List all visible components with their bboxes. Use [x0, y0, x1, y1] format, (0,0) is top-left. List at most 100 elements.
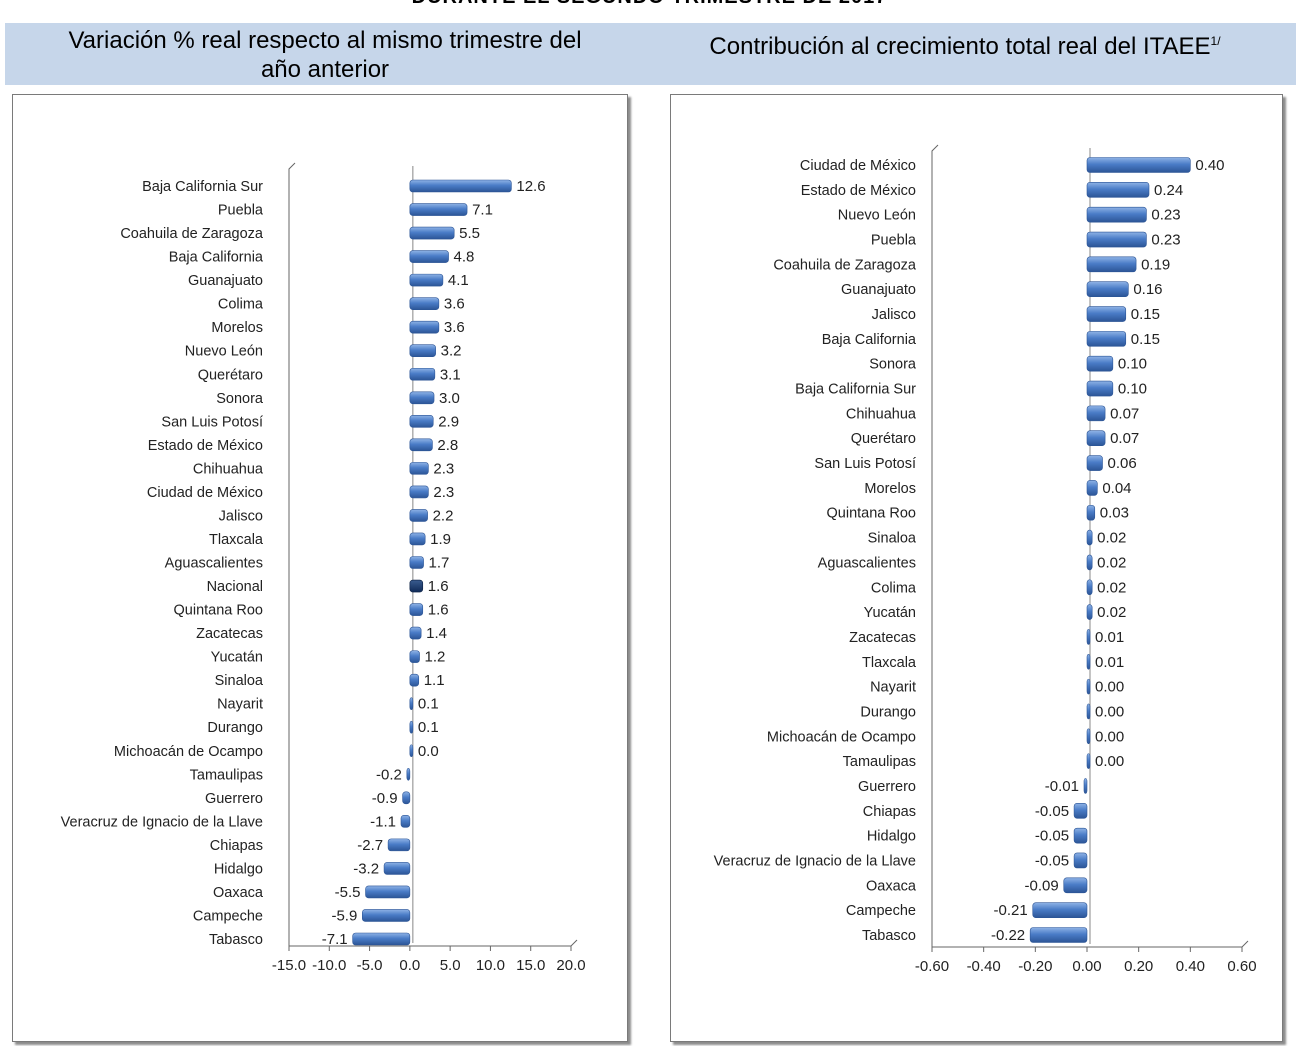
right-chart-value-label: 0.00 [1095, 728, 1124, 745]
right-chart-category-label: Coahuila de Zaragoza [773, 257, 917, 273]
right-chart-category-label: Durango [860, 704, 916, 720]
right-chart-category-label: Nayarit [870, 680, 916, 696]
header-band: Variación % real respecto al mismo trime… [5, 23, 1296, 85]
left-chart-bar [409, 297, 440, 310]
left-chart-bar [409, 485, 429, 499]
right-chart-value-label: -0.05 [1035, 803, 1069, 820]
left-chart-bar [409, 344, 436, 358]
left-chart-value-label: -3.2 [353, 860, 379, 877]
right-chart-value-label: 0.02 [1097, 554, 1126, 571]
right-chart-value-label: 0.23 [1151, 232, 1180, 249]
right-chart-category-label: Jalisco [872, 307, 916, 323]
right-chart-x-tick-label: -0.60 [915, 958, 949, 975]
right-chart-category-label: Hidalgo [867, 829, 916, 845]
left-chart-value-label: 2.3 [433, 460, 454, 477]
right-chart-bar [1086, 331, 1127, 347]
left-chart-bar [409, 179, 512, 193]
right-chart-category-label: Chiapas [863, 804, 916, 820]
left-chart-value-label: -0.9 [372, 790, 398, 807]
right-chart-bar [1073, 803, 1088, 819]
right-chart-value-label: 0.10 [1118, 356, 1147, 373]
left-chart-category-label: Campeche [193, 908, 263, 924]
left-chart-bar [409, 438, 433, 452]
left-chart-category-label: Veracruz de Ignacio de la Llave [61, 814, 263, 830]
right-chart-value-label: -0.05 [1035, 852, 1069, 869]
right-chart-bar [1086, 256, 1137, 273]
left-chart-bar [383, 862, 411, 875]
left-chart-category-label: Sonora [216, 391, 264, 407]
right-chart-category-label: Yucatán [864, 605, 916, 621]
left-chart-category-label: Hidalgo [214, 861, 263, 877]
right-chart-category-label: Morelos [864, 481, 916, 497]
right-chart-x-tick-label: 0.60 [1227, 958, 1256, 975]
right-chart-value-label: -0.09 [1025, 877, 1059, 894]
right-chart-bar [1073, 852, 1088, 869]
right-chart-value-label: 0.19 [1141, 256, 1170, 273]
right-chart-value-label: 0.01 [1095, 629, 1124, 646]
left-chart-category-label: Durango [207, 720, 263, 736]
left-chart-x-tick-label: 20.0 [556, 957, 585, 974]
right-chart-category-label: Campeche [846, 903, 916, 919]
left-chart-value-label: 3.6 [444, 296, 465, 313]
right-chart-x-tick-label: -0.40 [967, 958, 1001, 975]
left-chart-x-tick-label: 15.0 [516, 957, 545, 974]
left-chart-category-label: Aguascalientes [165, 556, 263, 572]
left-chart-value-label: 2.8 [437, 437, 458, 454]
left-chart-value-label: 0.1 [418, 696, 439, 713]
left-chart-bar [409, 626, 422, 640]
left-chart-value-label: 3.1 [440, 366, 461, 383]
left-chart-category-label: Nayarit [217, 697, 263, 713]
right-chart-bar [1086, 753, 1091, 769]
left-chart-category-label: San Luis Potosí [161, 414, 263, 430]
right-chart-value-label: 0.04 [1102, 480, 1131, 497]
right-chart-value-label: 0.01 [1095, 654, 1124, 671]
right-chart-value-label: 0.00 [1095, 703, 1124, 720]
right-chart-category-label: Aguascalientes [818, 555, 916, 571]
left-chart-category-label: Michoacán de Ocampo [114, 744, 263, 760]
right-chart-category-label: Colima [871, 580, 917, 596]
left-chart-x-tick-label: -5.0 [357, 957, 383, 974]
left-chart-bar [409, 250, 449, 263]
left-chart-category-label: Puebla [218, 203, 264, 219]
left-chart-value-label: -7.1 [322, 931, 348, 948]
right-chart-category-label: Oaxaca [866, 878, 917, 894]
right-chart-value-label: 0.24 [1154, 182, 1183, 199]
left-chart-bar [409, 673, 420, 687]
left-chart-title-line2: año anterior [260, 56, 390, 83]
left-chart-x-tick-label: 10.0 [476, 957, 505, 974]
right-chart-bar [1086, 157, 1191, 173]
left-chart-category-label: Nuevo León [185, 344, 263, 360]
right-chart-value-label: 0.15 [1131, 306, 1160, 323]
right-chart-category-label: Querétaro [851, 431, 916, 447]
right-chart-value-label: -0.05 [1035, 828, 1069, 845]
right-chart-bar [1086, 604, 1093, 620]
left-chart-bar [409, 203, 468, 216]
left-chart-category-label: Sinaloa [215, 673, 264, 689]
left-chart-bar [406, 767, 411, 781]
left-chart-bar [409, 697, 414, 710]
right-chart-panel: -0.60 -0.40 -0.20 0.00 0.20 0.40 0.60 Ciudad de… [670, 94, 1283, 1042]
left-chart-bar [387, 838, 411, 852]
left-chart-value-label: -0.2 [376, 766, 402, 783]
right-chart-value-label: 0.03 [1100, 505, 1129, 522]
left-chart-value-label: -5.9 [331, 907, 357, 924]
left-chart-value-label: 4.1 [448, 272, 469, 289]
right-chart-value-label: 0.02 [1097, 530, 1126, 547]
left-chart-bar [409, 720, 414, 734]
left-chart-value-label: -2.7 [357, 837, 383, 854]
left-chart-bar [409, 320, 440, 334]
right-chart-bar [1086, 529, 1093, 546]
left-chart-category-label: Oaxaca [213, 885, 264, 901]
right-chart-bar [1086, 430, 1106, 447]
right-chart-bar [1086, 703, 1091, 720]
right-chart-category-label: Sinaloa [868, 531, 917, 547]
left-chart-value-label: 2.2 [433, 507, 454, 524]
right-chart-category-label: Nuevo León [838, 208, 916, 224]
left-chart-value-label: 5.5 [459, 225, 480, 242]
left-chart-value-label: 12.6 [516, 178, 545, 195]
right-chart-value-label: 0.00 [1095, 753, 1124, 770]
right-chart-bar [1083, 778, 1088, 794]
right-chart-category-label: Quintana Roo [827, 506, 916, 522]
right-chart-bar [1086, 554, 1093, 571]
right-chart-category-label: Puebla [871, 233, 917, 249]
